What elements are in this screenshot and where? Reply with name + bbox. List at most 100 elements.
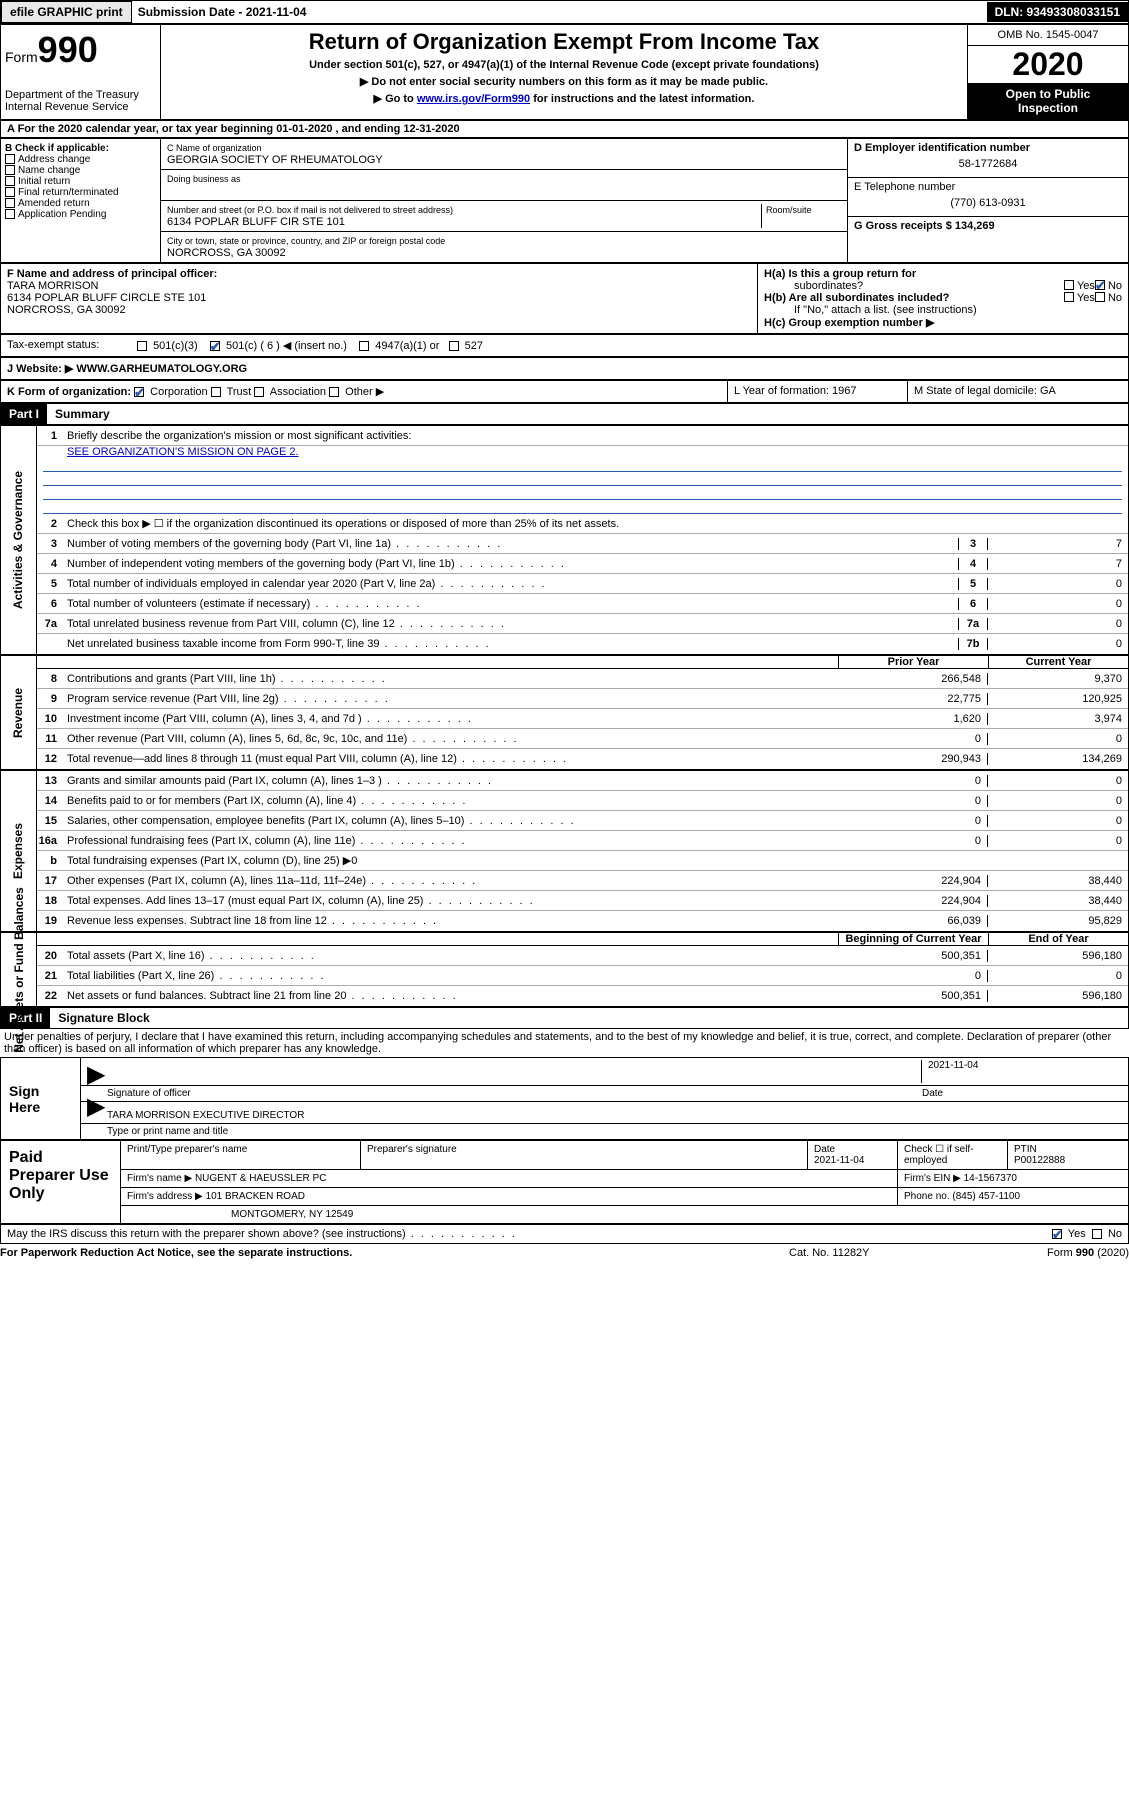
chk-discuss-no[interactable] bbox=[1092, 1229, 1102, 1239]
signer-name: TARA MORRISON EXECUTIVE DIRECTOR bbox=[107, 1110, 304, 1121]
sign-here-label: Sign Here bbox=[1, 1058, 81, 1139]
ein-label: D Employer identification number bbox=[854, 142, 1030, 154]
website-value: WWW.GARHEUMATOLOGY.ORG bbox=[73, 363, 247, 375]
self-emp-hdr: Check ☐ if self-employed bbox=[898, 1141, 1008, 1169]
discuss-row: May the IRS discuss this return with the… bbox=[0, 1224, 1129, 1244]
mission-link[interactable]: SEE ORGANIZATION'S MISSION ON PAGE 2. bbox=[67, 446, 299, 458]
section-bcd: B Check if applicable: Address change Na… bbox=[0, 138, 1129, 263]
chk-name[interactable] bbox=[5, 165, 15, 175]
chk-501c3[interactable] bbox=[137, 341, 147, 351]
sig-officer-label: Signature of officer bbox=[107, 1088, 922, 1099]
paperwork-notice: For Paperwork Reduction Act Notice, see … bbox=[0, 1247, 789, 1259]
sign-here-block: Sign Here ▶2021-11-04 Signature of offic… bbox=[0, 1057, 1129, 1140]
org-name: GEORGIA SOCIETY OF RHEUMATOLOGY bbox=[167, 154, 383, 166]
chk-ha-yes[interactable] bbox=[1064, 280, 1074, 290]
netassets-sidelabel: Net Assets or Fund Balances bbox=[12, 887, 26, 1053]
ptin-value: P00122888 bbox=[1014, 1155, 1065, 1166]
revenue-section: Revenue Prior YearCurrent Year 8Contribu… bbox=[0, 655, 1129, 770]
gross-receipts: G Gross receipts $ 134,269 bbox=[848, 217, 1128, 235]
chk-ha-no[interactable] bbox=[1095, 280, 1105, 290]
ha-label: H(a) Is this a group return for bbox=[764, 268, 916, 280]
form-header: Form990 Department of the Treasury Inter… bbox=[0, 24, 1129, 120]
org-address: 6134 POPLAR BLUFF CIR STE 101 bbox=[167, 216, 345, 228]
paid-preparer-block: Paid Preparer Use Only Print/Type prepar… bbox=[0, 1140, 1129, 1224]
revenue-sidelabel: Revenue bbox=[12, 687, 26, 737]
chk-initial[interactable] bbox=[5, 176, 15, 186]
irs-label: Internal Revenue Service bbox=[5, 101, 156, 113]
prep-name-hdr: Print/Type preparer's name bbox=[121, 1141, 361, 1169]
org-name-label: C Name of organization bbox=[167, 143, 262, 153]
chk-4947[interactable] bbox=[359, 341, 369, 351]
tel-label: E Telephone number bbox=[854, 181, 955, 193]
page-footer: For Paperwork Reduction Act Notice, see … bbox=[0, 1244, 1129, 1262]
governance-sidelabel: Activities & Governance bbox=[12, 471, 26, 609]
chk-hb-no[interactable] bbox=[1095, 292, 1105, 302]
efile-button[interactable]: efile GRAPHIC print bbox=[1, 1, 132, 23]
form-label: Form bbox=[5, 49, 38, 65]
tax-exempt-label: Tax-exempt status: bbox=[7, 339, 137, 352]
current-year-header: Current Year bbox=[988, 656, 1128, 668]
part1-header: Part I bbox=[1, 404, 47, 424]
line2-text: Check this box ▶ ☐ if the organization d… bbox=[63, 515, 1128, 532]
goto-suffix: for instructions and the latest informat… bbox=[530, 93, 754, 105]
chk-other[interactable] bbox=[329, 387, 339, 397]
dba-label: Doing business as bbox=[167, 174, 241, 184]
tel-value: (770) 613-0931 bbox=[854, 193, 1122, 213]
chk-pending[interactable] bbox=[5, 209, 15, 219]
goto-prefix: ▶ Go to bbox=[374, 93, 417, 105]
open-public-2: Inspection bbox=[1018, 101, 1078, 115]
expenses-section: Expenses 13Grants and similar amounts pa… bbox=[0, 770, 1129, 932]
tax-year: 2020 bbox=[968, 46, 1128, 83]
hb-note: If "No," attach a list. (see instruction… bbox=[764, 304, 1122, 316]
omb-number: OMB No. 1545-0047 bbox=[968, 25, 1128, 46]
form-subtitle-2: ▶ Do not enter social security numbers o… bbox=[165, 75, 963, 88]
top-toolbar: efile GRAPHIC print Submission Date - 20… bbox=[0, 0, 1129, 24]
chk-discuss-yes[interactable] bbox=[1052, 1229, 1062, 1239]
firm-city: MONTGOMERY, NY 12549 bbox=[121, 1206, 1128, 1223]
firm-phone: Phone no. (845) 457-1100 bbox=[898, 1188, 1128, 1205]
governance-section: Activities & Governance 1Briefly describ… bbox=[0, 425, 1129, 655]
room-label: Room/suite bbox=[766, 205, 812, 215]
state-domicile: M State of legal domicile: GA bbox=[908, 381, 1128, 402]
row-klm: K Form of organization: Corporation Trus… bbox=[0, 380, 1129, 403]
firm-address: Firm's address ▶ 101 BRACKEN ROAD bbox=[121, 1188, 898, 1205]
chk-final[interactable] bbox=[5, 187, 15, 197]
dln-label: DLN: 93493308033151 bbox=[987, 2, 1128, 22]
hc-label: H(c) Group exemption number ▶ bbox=[764, 317, 934, 329]
chk-hb-yes[interactable] bbox=[1064, 292, 1074, 302]
website-row: J Website: ▶ WWW.GARHEUMATOLOGY.ORG bbox=[0, 357, 1129, 380]
part1-title: Summary bbox=[47, 404, 118, 424]
firm-ein: Firm's EIN ▶ 14-1567370 bbox=[898, 1170, 1128, 1187]
date-label: Date bbox=[922, 1088, 1122, 1099]
box-b-label: B Check if applicable: bbox=[5, 143, 156, 154]
chk-trust[interactable] bbox=[211, 387, 221, 397]
cat-no: Cat. No. 11282Y bbox=[789, 1247, 989, 1259]
penalties-text: Under penalties of perjury, I declare th… bbox=[0, 1029, 1129, 1057]
submission-date: Submission Date - 2021-11-04 bbox=[132, 2, 313, 22]
form-title: Return of Organization Exempt From Incom… bbox=[165, 29, 963, 55]
end-year-header: End of Year bbox=[988, 933, 1128, 945]
part2-title: Signature Block bbox=[50, 1008, 157, 1028]
chk-assoc[interactable] bbox=[254, 387, 264, 397]
dept-label: Department of the Treasury bbox=[5, 89, 156, 101]
org-city: NORCROSS, GA 30092 bbox=[167, 247, 286, 259]
prior-year-header: Prior Year bbox=[838, 656, 988, 668]
chk-527[interactable] bbox=[449, 341, 459, 351]
chk-corp[interactable] bbox=[134, 387, 144, 397]
row-a-period: A For the 2020 calendar year, or tax yea… bbox=[0, 120, 1129, 138]
sign-date: 2021-11-04 bbox=[922, 1060, 1122, 1083]
irs-link[interactable]: www.irs.gov/Form990 bbox=[417, 93, 530, 105]
chk-501c[interactable] bbox=[210, 341, 220, 351]
hb-label: H(b) Are all subordinates included? bbox=[764, 292, 949, 304]
year-formation: L Year of formation: 1967 bbox=[728, 381, 908, 402]
chk-address[interactable] bbox=[5, 154, 15, 164]
chk-amended[interactable] bbox=[5, 198, 15, 208]
expenses-sidelabel: Expenses bbox=[12, 823, 26, 879]
type-name-label: Type or print name and title bbox=[81, 1124, 1128, 1139]
open-public-1: Open to Public bbox=[1006, 87, 1091, 101]
tax-exempt-row: Tax-exempt status: 501(c)(3) 501(c) ( 6 … bbox=[0, 334, 1129, 357]
prep-sig-hdr: Preparer's signature bbox=[361, 1141, 808, 1169]
firm-name: Firm's name ▶ NUGENT & HAEUSSLER PC bbox=[121, 1170, 898, 1187]
addr-label: Number and street (or P.O. box if mail i… bbox=[167, 205, 453, 215]
ein-value: 58-1772684 bbox=[854, 154, 1122, 174]
